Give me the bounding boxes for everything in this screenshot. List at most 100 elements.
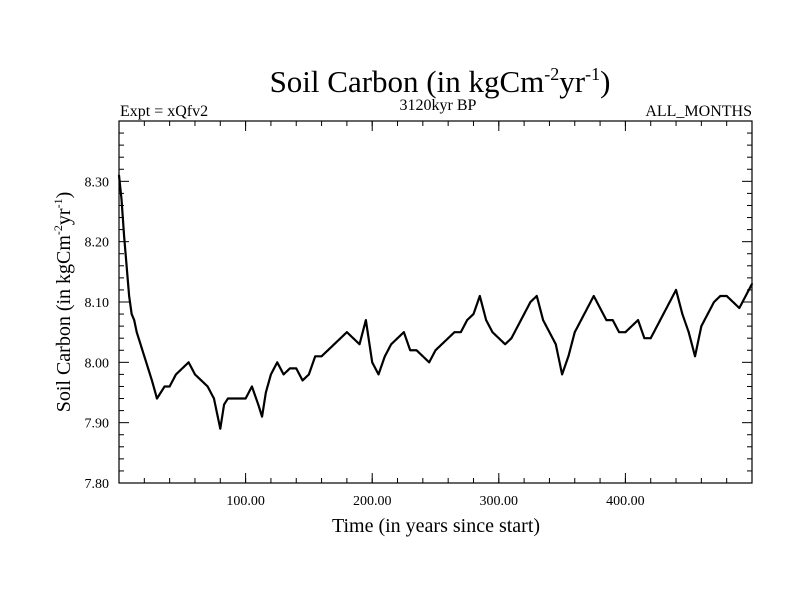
data-point	[139, 343, 142, 346]
data-point	[668, 301, 671, 303]
data-point	[472, 313, 475, 315]
data-point	[223, 403, 225, 406]
data-point	[719, 295, 722, 297]
chart-title-mid: yr	[559, 64, 586, 99]
series-line	[117, 175, 753, 430]
y-tick-label: 7.90	[85, 417, 110, 432]
plot-frame	[118, 120, 753, 484]
data-point	[383, 355, 386, 358]
data-point	[409, 349, 412, 352]
data-point	[187, 361, 190, 364]
data-point	[181, 367, 184, 370]
data-point	[561, 373, 563, 376]
data-point	[725, 295, 728, 297]
data-point	[390, 343, 393, 346]
y-axis-title-mid: yr	[53, 208, 75, 225]
chart-title-sup1: -2	[544, 64, 559, 84]
data-point	[497, 337, 500, 340]
data-point	[194, 373, 196, 376]
chart-title-end: )	[600, 64, 610, 99]
y-axis-title: Soil Carbon (in kgCm-2yr-1)	[51, 192, 75, 413]
data-point	[345, 331, 348, 334]
data-point	[147, 367, 150, 370]
data-point	[440, 343, 443, 346]
series	[117, 174, 753, 430]
data-point	[466, 319, 469, 321]
data-point	[232, 397, 234, 400]
data-point	[377, 373, 380, 376]
data-point	[123, 234, 125, 237]
data-point	[491, 331, 494, 334]
data-point	[333, 343, 336, 346]
data-point	[459, 331, 462, 334]
data-point	[586, 307, 589, 309]
data-point	[751, 283, 753, 285]
data-point	[396, 337, 399, 340]
months-label: ALL_MONTHS	[645, 103, 752, 120]
data-point	[295, 367, 298, 370]
data-point	[744, 295, 747, 297]
data-point	[244, 397, 247, 400]
data-point	[352, 337, 355, 340]
data-point	[434, 349, 437, 352]
data-point	[213, 397, 215, 400]
data-point	[364, 319, 367, 321]
data-point	[276, 361, 279, 364]
data-point	[314, 355, 317, 358]
data-point	[219, 427, 222, 430]
x-tick-label: 400.00	[606, 494, 645, 509]
data-point	[216, 415, 219, 418]
data-point	[159, 391, 162, 394]
data-point	[624, 331, 627, 334]
data-point	[535, 295, 538, 297]
data-point	[687, 331, 690, 334]
x-tick-label: 200.00	[353, 494, 392, 509]
data-point	[529, 301, 532, 303]
data-point	[510, 337, 513, 340]
data-point	[339, 337, 342, 340]
x-tick-label: 300.00	[480, 494, 519, 509]
chart-title-main: Soil Carbon (in kgCm	[270, 64, 545, 99]
data-point	[662, 313, 665, 315]
y-axis-title-main: Soil Carbon (in kgCm	[53, 235, 75, 413]
y-tick-label: 8.30	[85, 175, 110, 190]
data-point	[264, 391, 267, 394]
data-point	[415, 349, 418, 352]
data-point	[580, 319, 582, 321]
data-point	[516, 325, 519, 328]
data-point	[257, 403, 260, 406]
data-point	[447, 337, 450, 340]
data-point	[681, 313, 684, 315]
data-point	[270, 373, 272, 376]
data-point	[478, 295, 481, 297]
data-point	[301, 379, 304, 382]
data-point	[675, 289, 677, 291]
data-point	[573, 331, 576, 334]
data-point	[611, 319, 614, 321]
data-point	[567, 355, 570, 358]
ticks: 100.00 200.00 300.00 400.00 7.80 7.90 8.00 8.10…	[85, 121, 752, 509]
y-tick-label: 8.10	[85, 296, 110, 311]
data-point	[206, 385, 209, 388]
data-point	[226, 397, 229, 400]
data-point	[637, 319, 639, 321]
y-tick-label: 7.80	[85, 477, 110, 492]
period-label: 3120kyr BP	[400, 97, 477, 114]
data-point	[548, 331, 551, 334]
data-point	[732, 301, 734, 303]
data-point	[125, 264, 128, 267]
y-axis-title-sup2: -1	[51, 198, 65, 208]
data-point	[168, 385, 171, 388]
data-point	[599, 307, 601, 309]
y-tick-label: 8.20	[85, 236, 110, 251]
data-point	[402, 331, 405, 334]
data-point	[453, 331, 456, 334]
data-point	[700, 325, 703, 328]
y-tick-label: 8.00	[85, 356, 110, 371]
data-point	[554, 343, 557, 346]
data-point	[358, 343, 361, 346]
data-point	[738, 307, 741, 309]
data-point	[656, 325, 658, 328]
data-point	[523, 313, 526, 315]
data-point	[135, 331, 138, 334]
